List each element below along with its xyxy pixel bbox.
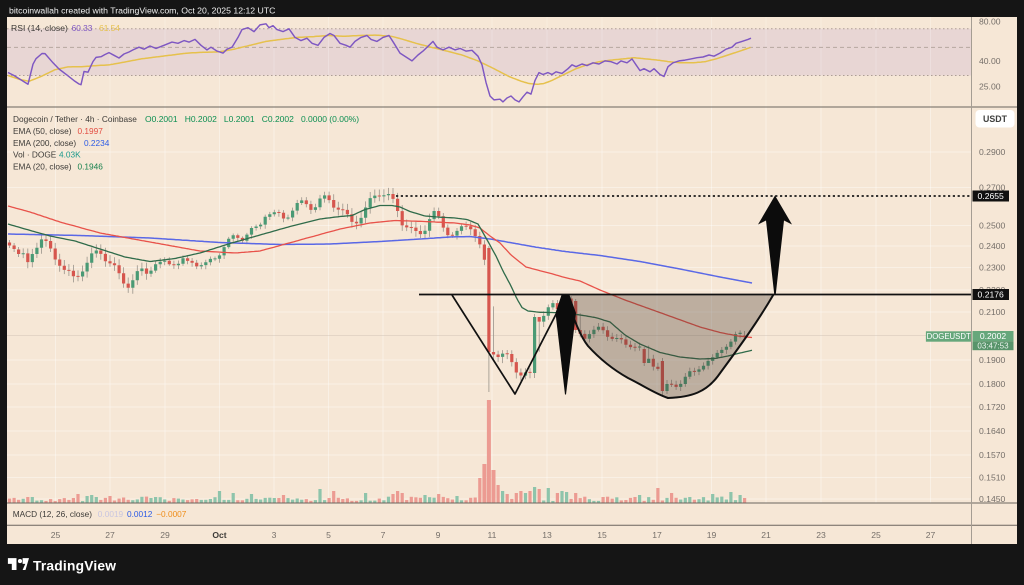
svg-text:0.0019: 0.0019 (98, 509, 124, 519)
svg-text:27: 27 (926, 530, 936, 540)
svg-text:03:47:53: 03:47:53 (977, 342, 1009, 351)
svg-text:15: 15 (597, 530, 607, 540)
svg-text:−0.0007: −0.0007 (156, 509, 187, 519)
svg-text:7: 7 (381, 530, 386, 540)
svg-text:0.1800: 0.1800 (979, 379, 1006, 389)
svg-text:0.1997: 0.1997 (78, 126, 104, 136)
svg-text:29: 29 (160, 530, 170, 540)
svg-text:0.2234: 0.2234 (84, 138, 110, 148)
svg-text:EMA (200, close): EMA (200, close) (13, 138, 76, 148)
svg-text:25.00: 25.00 (979, 81, 1001, 91)
svg-text:0.1640: 0.1640 (979, 426, 1006, 436)
svg-text:60.33: 60.33 (72, 23, 93, 33)
svg-text:19: 19 (707, 530, 717, 540)
svg-text:3: 3 (272, 530, 277, 540)
svg-text:MACD (12, 26, close): MACD (12, 26, close) (13, 509, 93, 519)
svg-text:TradingView: TradingView (33, 559, 116, 574)
svg-text:0.1570: 0.1570 (979, 450, 1006, 460)
svg-text:4.03K: 4.03K (59, 150, 81, 160)
svg-text:0.2400: 0.2400 (979, 241, 1006, 251)
svg-text:11: 11 (488, 530, 497, 540)
svg-text:Vol · DOGE: Vol · DOGE (13, 150, 57, 160)
svg-text:27: 27 (105, 530, 115, 540)
svg-text:0.2700: 0.2700 (979, 183, 1006, 193)
svg-text:13: 13 (542, 530, 552, 540)
svg-text:25: 25 (871, 530, 881, 540)
svg-text:17: 17 (652, 530, 662, 540)
svg-text:9: 9 (436, 530, 441, 540)
svg-text:25: 25 (51, 530, 61, 540)
svg-text:USDT: USDT (983, 114, 1008, 124)
svg-text:O0.2001 H0.2002 L0.2001: O0.2001 H0.2002 L0.2001 C0.2002 0.0000 (… (145, 114, 359, 124)
svg-text:0.1510: 0.1510 (979, 473, 1006, 483)
svg-text:EMA (20, close): EMA (20, close) (13, 161, 72, 171)
svg-text:0.1720: 0.1720 (979, 402, 1006, 412)
svg-text:0.1900: 0.1900 (979, 355, 1006, 365)
svg-text:0.2655: 0.2655 (978, 191, 1005, 201)
svg-text:Dogecoin / Tether · 4h · Coinb: Dogecoin / Tether · 4h · Coinbase (13, 114, 137, 124)
svg-text:0.2300: 0.2300 (979, 263, 1006, 273)
svg-text:EMA (50, close): EMA (50, close) (13, 126, 72, 136)
svg-text:0.0012: 0.0012 (127, 509, 153, 519)
svg-text:21: 21 (761, 530, 771, 540)
svg-text:23: 23 (816, 530, 826, 540)
svg-text:0.1946: 0.1946 (78, 161, 104, 171)
svg-text:DOGEUSDT: DOGEUSDT (927, 332, 971, 341)
svg-text:RSI (14, close): RSI (14, close) (11, 23, 68, 33)
svg-text:bitcoinwallah created with Tra: bitcoinwallah created with TradingView.c… (9, 5, 275, 15)
svg-text:40.00: 40.00 (979, 56, 1001, 66)
svg-text:0.2100: 0.2100 (979, 307, 1006, 317)
svg-text:80.00: 80.00 (979, 16, 1001, 26)
svg-text:0.2002: 0.2002 (980, 331, 1007, 341)
svg-text:5: 5 (326, 530, 331, 540)
svg-text:0.2900: 0.2900 (979, 147, 1006, 157)
svg-text:0.2176: 0.2176 (978, 290, 1005, 300)
svg-text:61.54: 61.54 (99, 23, 120, 33)
svg-text:0.1450: 0.1450 (979, 494, 1006, 504)
svg-text:0.2500: 0.2500 (979, 221, 1006, 231)
svg-text:Oct: Oct (212, 530, 226, 540)
